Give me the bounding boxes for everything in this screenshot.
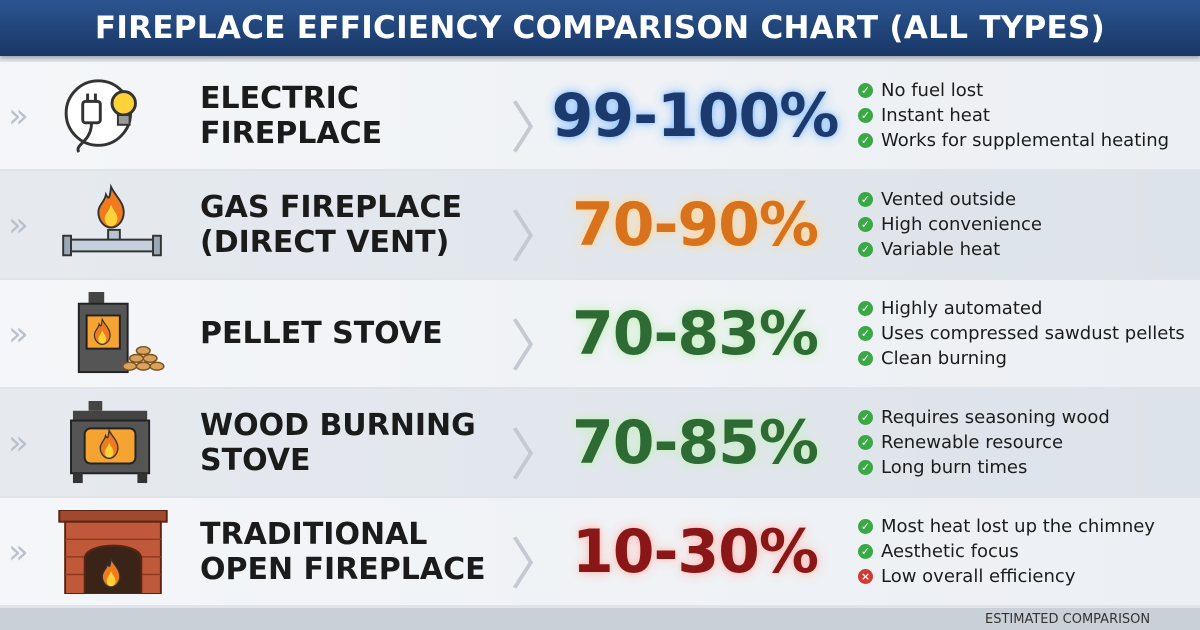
- bullet-text: Works for supplemental heating: [881, 130, 1170, 151]
- bullet: ✓ Long burn times: [858, 457, 1193, 478]
- fireplace-name: TRADITIONAL OPEN FIREPLACE: [200, 498, 486, 605]
- bullet-list: ✓ Most heat lost up the chimney ✓ Aesthetic…: [858, 498, 1193, 605]
- bullet-text: High convenience: [881, 214, 1042, 235]
- bullet: ✓ Requires seasoning wood: [858, 407, 1193, 428]
- efficiency: 10-30%: [571, 516, 819, 587]
- name-line: PELLET STOVE: [200, 316, 443, 351]
- bullet-icon: ✓: [858, 108, 873, 123]
- efficiency: 70-83%: [571, 298, 819, 369]
- bullet-text: Uses compressed sawdust pellets: [881, 323, 1185, 344]
- bullet: ✓ Works for supplemental heating: [858, 130, 1193, 151]
- bullet-icon: ✓: [858, 460, 873, 475]
- name-line: TRADITIONAL: [200, 516, 428, 552]
- footer-note: ESTIMATED COMPARISON: [985, 612, 1151, 627]
- bullet-text: Aesthetic focus: [881, 541, 1019, 562]
- name-line: (DIRECT VENT): [200, 224, 450, 260]
- bullet: ✓ High convenience: [858, 214, 1193, 235]
- bullet: × Low overall efficiency: [858, 566, 1193, 587]
- name-line: FIREPLACE: [200, 115, 383, 151]
- bullet: ✓ Variable heat: [858, 239, 1193, 260]
- bullet-icon: ✓: [858, 83, 873, 98]
- bullet-icon: ✓: [858, 192, 873, 207]
- bullet-list: ✓ Requires seasoning wood ✓ Renewable resou…: [858, 389, 1193, 496]
- bullet-text: Instant heat: [881, 105, 990, 126]
- bullet-icon: ✓: [858, 351, 873, 366]
- row: » ELECTRIC FIREPLACE 〉 99-100% ✓ No fuel lost ✓…: [0, 62, 1200, 169]
- header: FIREPLACE EFFICIENCY COMPARISON CHART (A…: [0, 0, 1200, 56]
- bullet-icon: ×: [858, 569, 873, 584]
- row-icon: [70, 401, 151, 484]
- bullet-icon: ✓: [858, 242, 873, 257]
- bullet: ✓ Clean burning: [858, 348, 1193, 369]
- name-line: OPEN FIREPLACE: [200, 551, 486, 587]
- bullet-icon: ✓: [858, 410, 873, 425]
- bullet-text: No fuel lost: [881, 80, 984, 101]
- bullet-text: Long burn times: [881, 457, 1028, 478]
- bullet-list: ✓ Highly automated ✓ Uses compressed sawdus…: [858, 280, 1193, 387]
- fireplace-name: WOOD BURNING STOVE: [200, 389, 476, 496]
- bullet: ✓ Instant heat: [858, 105, 1193, 126]
- bullet: ✓ Renewable resource: [858, 432, 1193, 453]
- name-line: GAS FIREPLACE: [200, 189, 462, 225]
- bullet: ✓ Most heat lost up the chimney: [858, 516, 1193, 537]
- name-line: ELECTRIC: [200, 80, 359, 116]
- bullet: ✓ Highly automated: [858, 298, 1193, 319]
- name-line: WOOD BURNING: [200, 407, 476, 443]
- row: » PELLET STOVE 〉 70-83% ✓ Highly automated ✓ Us…: [0, 280, 1200, 387]
- footer: [0, 608, 1200, 630]
- bullet: ✓ Aesthetic focus: [858, 541, 1193, 562]
- chevron: »: [8, 314, 29, 354]
- row: » GAS FIREPLACE (DIRECT VENT) 〉 70-90% ✓ Vente…: [0, 171, 1200, 278]
- fireplace-name: ELECTRIC FIREPLACE: [200, 62, 382, 169]
- bullet-list: ✓ No fuel lost ✓ Instant heat ✓ Works for sup…: [858, 62, 1193, 169]
- row: » TRADITIONAL OPEN FIREPLACE 〉 10-30% ✓ Most h…: [0, 498, 1200, 605]
- row-icon: [62, 183, 162, 257]
- bullet-icon: ✓: [858, 326, 873, 341]
- row-icon: [58, 510, 168, 594]
- name-line: STOVE: [200, 442, 311, 478]
- fireplace-name: GAS FIREPLACE (DIRECT VENT): [200, 171, 462, 278]
- chevron: »: [8, 96, 29, 136]
- efficiency: 70-85%: [571, 407, 819, 478]
- bullet-list: ✓ Vented outside ✓ High convenience ✓ Variabl…: [858, 171, 1193, 278]
- chevron: »: [8, 532, 29, 572]
- bullet-text: Most heat lost up the chimney: [881, 516, 1155, 537]
- bullet-text: Low overall efficiency: [881, 566, 1076, 587]
- bullet-text: Renewable resource: [881, 432, 1064, 453]
- row-icon: [77, 292, 165, 374]
- efficiency: 70-90%: [571, 189, 819, 260]
- bullet-text: Clean burning: [881, 348, 1007, 369]
- chevron: »: [8, 205, 29, 245]
- divider: 〉: [510, 315, 566, 380]
- divider: 〉: [510, 97, 566, 162]
- bullet: ✓ Uses compressed sawdust pellets: [858, 323, 1193, 344]
- divider: 〉: [510, 206, 566, 271]
- row: » WOOD BURNING STOVE 〉 70-85% ✓ Requires seaso…: [0, 389, 1200, 496]
- bullet-icon: ✓: [858, 217, 873, 232]
- bullet-text: Highly automated: [881, 298, 1043, 319]
- divider: 〉: [510, 533, 566, 598]
- row-icon: [64, 79, 137, 153]
- bullet: ✓ Vented outside: [858, 189, 1193, 210]
- bullet-icon: ✓: [858, 519, 873, 534]
- fireplace-name: PELLET STOVE: [200, 280, 443, 387]
- bullet-text: Requires seasoning wood: [881, 407, 1110, 428]
- bullet: ✓ No fuel lost: [858, 80, 1193, 101]
- bullet-icon: ✓: [858, 133, 873, 148]
- bullet-icon: ✓: [858, 435, 873, 450]
- bullet-text: Variable heat: [881, 239, 1001, 260]
- bullet-icon: ✓: [858, 301, 873, 316]
- bullet-text: Vented outside: [881, 189, 1017, 210]
- chevron: »: [8, 423, 29, 463]
- title: FIREPLACE EFFICIENCY COMPARISON CHART (A…: [94, 10, 1106, 46]
- efficiency: 99-100%: [551, 80, 840, 151]
- divider: 〉: [510, 424, 566, 489]
- bullet-icon: ✓: [858, 544, 873, 559]
